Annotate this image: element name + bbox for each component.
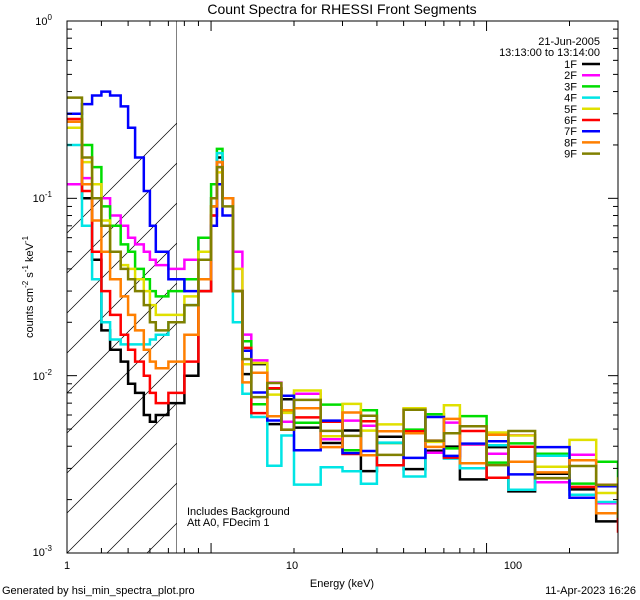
annotation-background: Includes Background	[187, 506, 290, 518]
series-line-8F	[67, 120, 618, 515]
y-tick-label: 100	[35, 13, 52, 28]
legend-label-3F: 3F	[564, 81, 577, 93]
x-tick-label: 1	[64, 560, 70, 572]
x-tick-label: 100	[504, 560, 522, 572]
legend-label-2F: 2F	[564, 70, 577, 82]
legend-label-9F: 9F	[564, 149, 577, 161]
axis-ticks	[66, 20, 619, 554]
legend-label-1F: 1F	[564, 59, 577, 71]
y-axis-label: counts cm-2 s-1 keV-1	[21, 235, 36, 338]
y-tick-label: 10-1	[33, 190, 53, 205]
time-range-label: 13:13:00 to 13:14:00	[499, 47, 600, 59]
footer-timestamp: 11-Apr-2023 16:26	[545, 585, 636, 597]
generated-by: Generated by hsi_min_spectra_plot.pro	[2, 585, 195, 597]
y-tick-label: 10-2	[33, 368, 53, 383]
legend-label-6F: 6F	[564, 115, 577, 127]
legend-label-4F: 4F	[564, 93, 577, 105]
legend-label-7F: 7F	[564, 126, 577, 138]
chart-title: Count Spectra for RHESSI Front Segments	[207, 1, 476, 17]
series-line-9F	[67, 96, 618, 518]
legend-label-8F: 8F	[564, 137, 577, 149]
x-axis-label: Energy (keV)	[310, 578, 374, 590]
legend-label-5F: 5F	[564, 104, 577, 116]
y-tick-label: 10-3	[33, 544, 53, 559]
series-layer	[67, 90, 618, 533]
hatch-line	[627, 21, 640, 553]
x-tick-label: 10	[286, 560, 298, 572]
date-label: 21-Jun-2005	[538, 36, 600, 48]
annotation-attenuator: Att A0, FDecim 1	[187, 517, 270, 529]
